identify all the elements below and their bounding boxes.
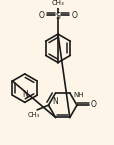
Text: S: S [55,12,60,21]
Text: O: O [71,11,76,20]
Text: NH: NH [73,92,83,98]
Text: N: N [51,97,57,106]
Text: N: N [22,90,27,99]
Text: O: O [39,11,44,20]
Text: O: O [90,100,96,109]
Text: CH₃: CH₃ [27,112,39,118]
Text: CH₃: CH₃ [51,0,64,6]
